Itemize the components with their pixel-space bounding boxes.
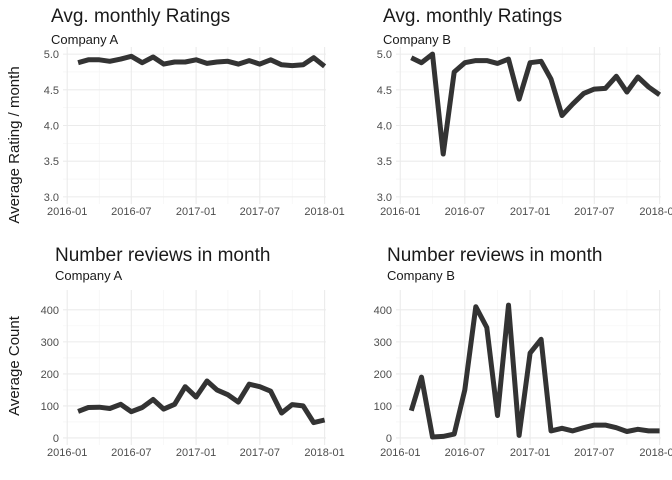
x-tick-label: 2016-07 — [445, 447, 485, 459]
x-tick-label: 2016-07 — [111, 206, 151, 218]
x-tick-label: 2016-07 — [445, 206, 485, 218]
panel-subtitle: Company B — [387, 268, 455, 283]
y-tick-label: 200 — [374, 369, 392, 381]
y-axis-label: Average Rating / month — [6, 66, 23, 223]
panel-subtitle: Company A — [51, 32, 119, 47]
chart-panel-1: 3.0 3.5 4.0 4.5 5.0 2016-01 2016-07 2017-01 2017… — [6, 6, 345, 224]
y-tick-label: 3.0 — [44, 192, 59, 204]
y-tick-label: 4.0 — [44, 121, 59, 133]
x-tick-label: 2016-01 — [380, 447, 420, 459]
panel-title: Number reviews in month — [387, 245, 602, 266]
y-tick-label: 200 — [41, 369, 59, 381]
x-tick-label: 2018-01 — [304, 206, 344, 218]
x-tick-label: 2016-01 — [47, 447, 87, 459]
y-tick-label: 100 — [374, 401, 392, 413]
x-tick-label: 2018-01 — [639, 447, 672, 459]
x-tick-label: 2017-07 — [240, 447, 280, 459]
y-tick-label: 4.0 — [377, 121, 392, 133]
panel-title: Number reviews in month — [55, 245, 270, 266]
y-tick-label: 100 — [41, 401, 59, 413]
y-tick-label: 4.5 — [377, 85, 392, 97]
y-tick-label: 0 — [386, 433, 392, 445]
chart-panel-2: 3.0 3.5 4.0 4.5 5.0 2016-01 2016-07 2017-01 2017… — [377, 6, 672, 218]
y-axis-label: Average Count — [6, 315, 23, 416]
x-tick-label: 2017-01 — [510, 206, 550, 218]
x-tick-label: 2017-01 — [176, 206, 216, 218]
y-tick-label: 300 — [374, 337, 392, 349]
chart-panel-3: 0 100 200 300 400 2016-01 2016-07 2017-01 2017-0… — [6, 245, 345, 459]
x-tick-label: 2017-01 — [510, 447, 550, 459]
x-tick-label: 2017-07 — [240, 206, 280, 218]
x-tick-label: 2016-01 — [47, 206, 87, 218]
chart-panel-4: 0 100 200 300 400 2016-01 2016-07 2017-01 2017-0… — [374, 245, 672, 459]
panel-title: Avg. monthly Ratings — [51, 6, 230, 27]
y-tick-label: 400 — [41, 305, 59, 317]
y-tick-label: 4.5 — [44, 85, 59, 97]
panel-title: Avg. monthly Ratings — [383, 6, 562, 27]
x-tick-label: 2018-01 — [304, 447, 344, 459]
y-tick-label: 400 — [374, 305, 392, 317]
series-line — [77, 378, 326, 426]
y-tick-label: 0 — [53, 433, 59, 445]
y-tick-label: 5.0 — [44, 49, 59, 61]
series-line — [408, 302, 660, 440]
x-tick-label: 2016-01 — [380, 206, 420, 218]
y-tick-label: 3.5 — [377, 156, 392, 168]
x-tick-label: 2017-07 — [574, 206, 614, 218]
y-tick-label: 5.0 — [377, 49, 392, 61]
x-tick-label: 2017-07 — [574, 447, 614, 459]
y-tick-label: 3.5 — [44, 156, 59, 168]
series-line — [410, 51, 662, 157]
panel-subtitle: Company B — [383, 32, 451, 47]
panel-subtitle: Company A — [55, 268, 123, 283]
y-tick-label: 300 — [41, 337, 59, 349]
series-line — [77, 53, 327, 69]
x-tick-label: 2018-01 — [639, 206, 672, 218]
y-tick-label: 3.0 — [377, 192, 392, 204]
x-tick-label: 2017-01 — [176, 447, 216, 459]
x-tick-label: 2016-07 — [111, 447, 151, 459]
